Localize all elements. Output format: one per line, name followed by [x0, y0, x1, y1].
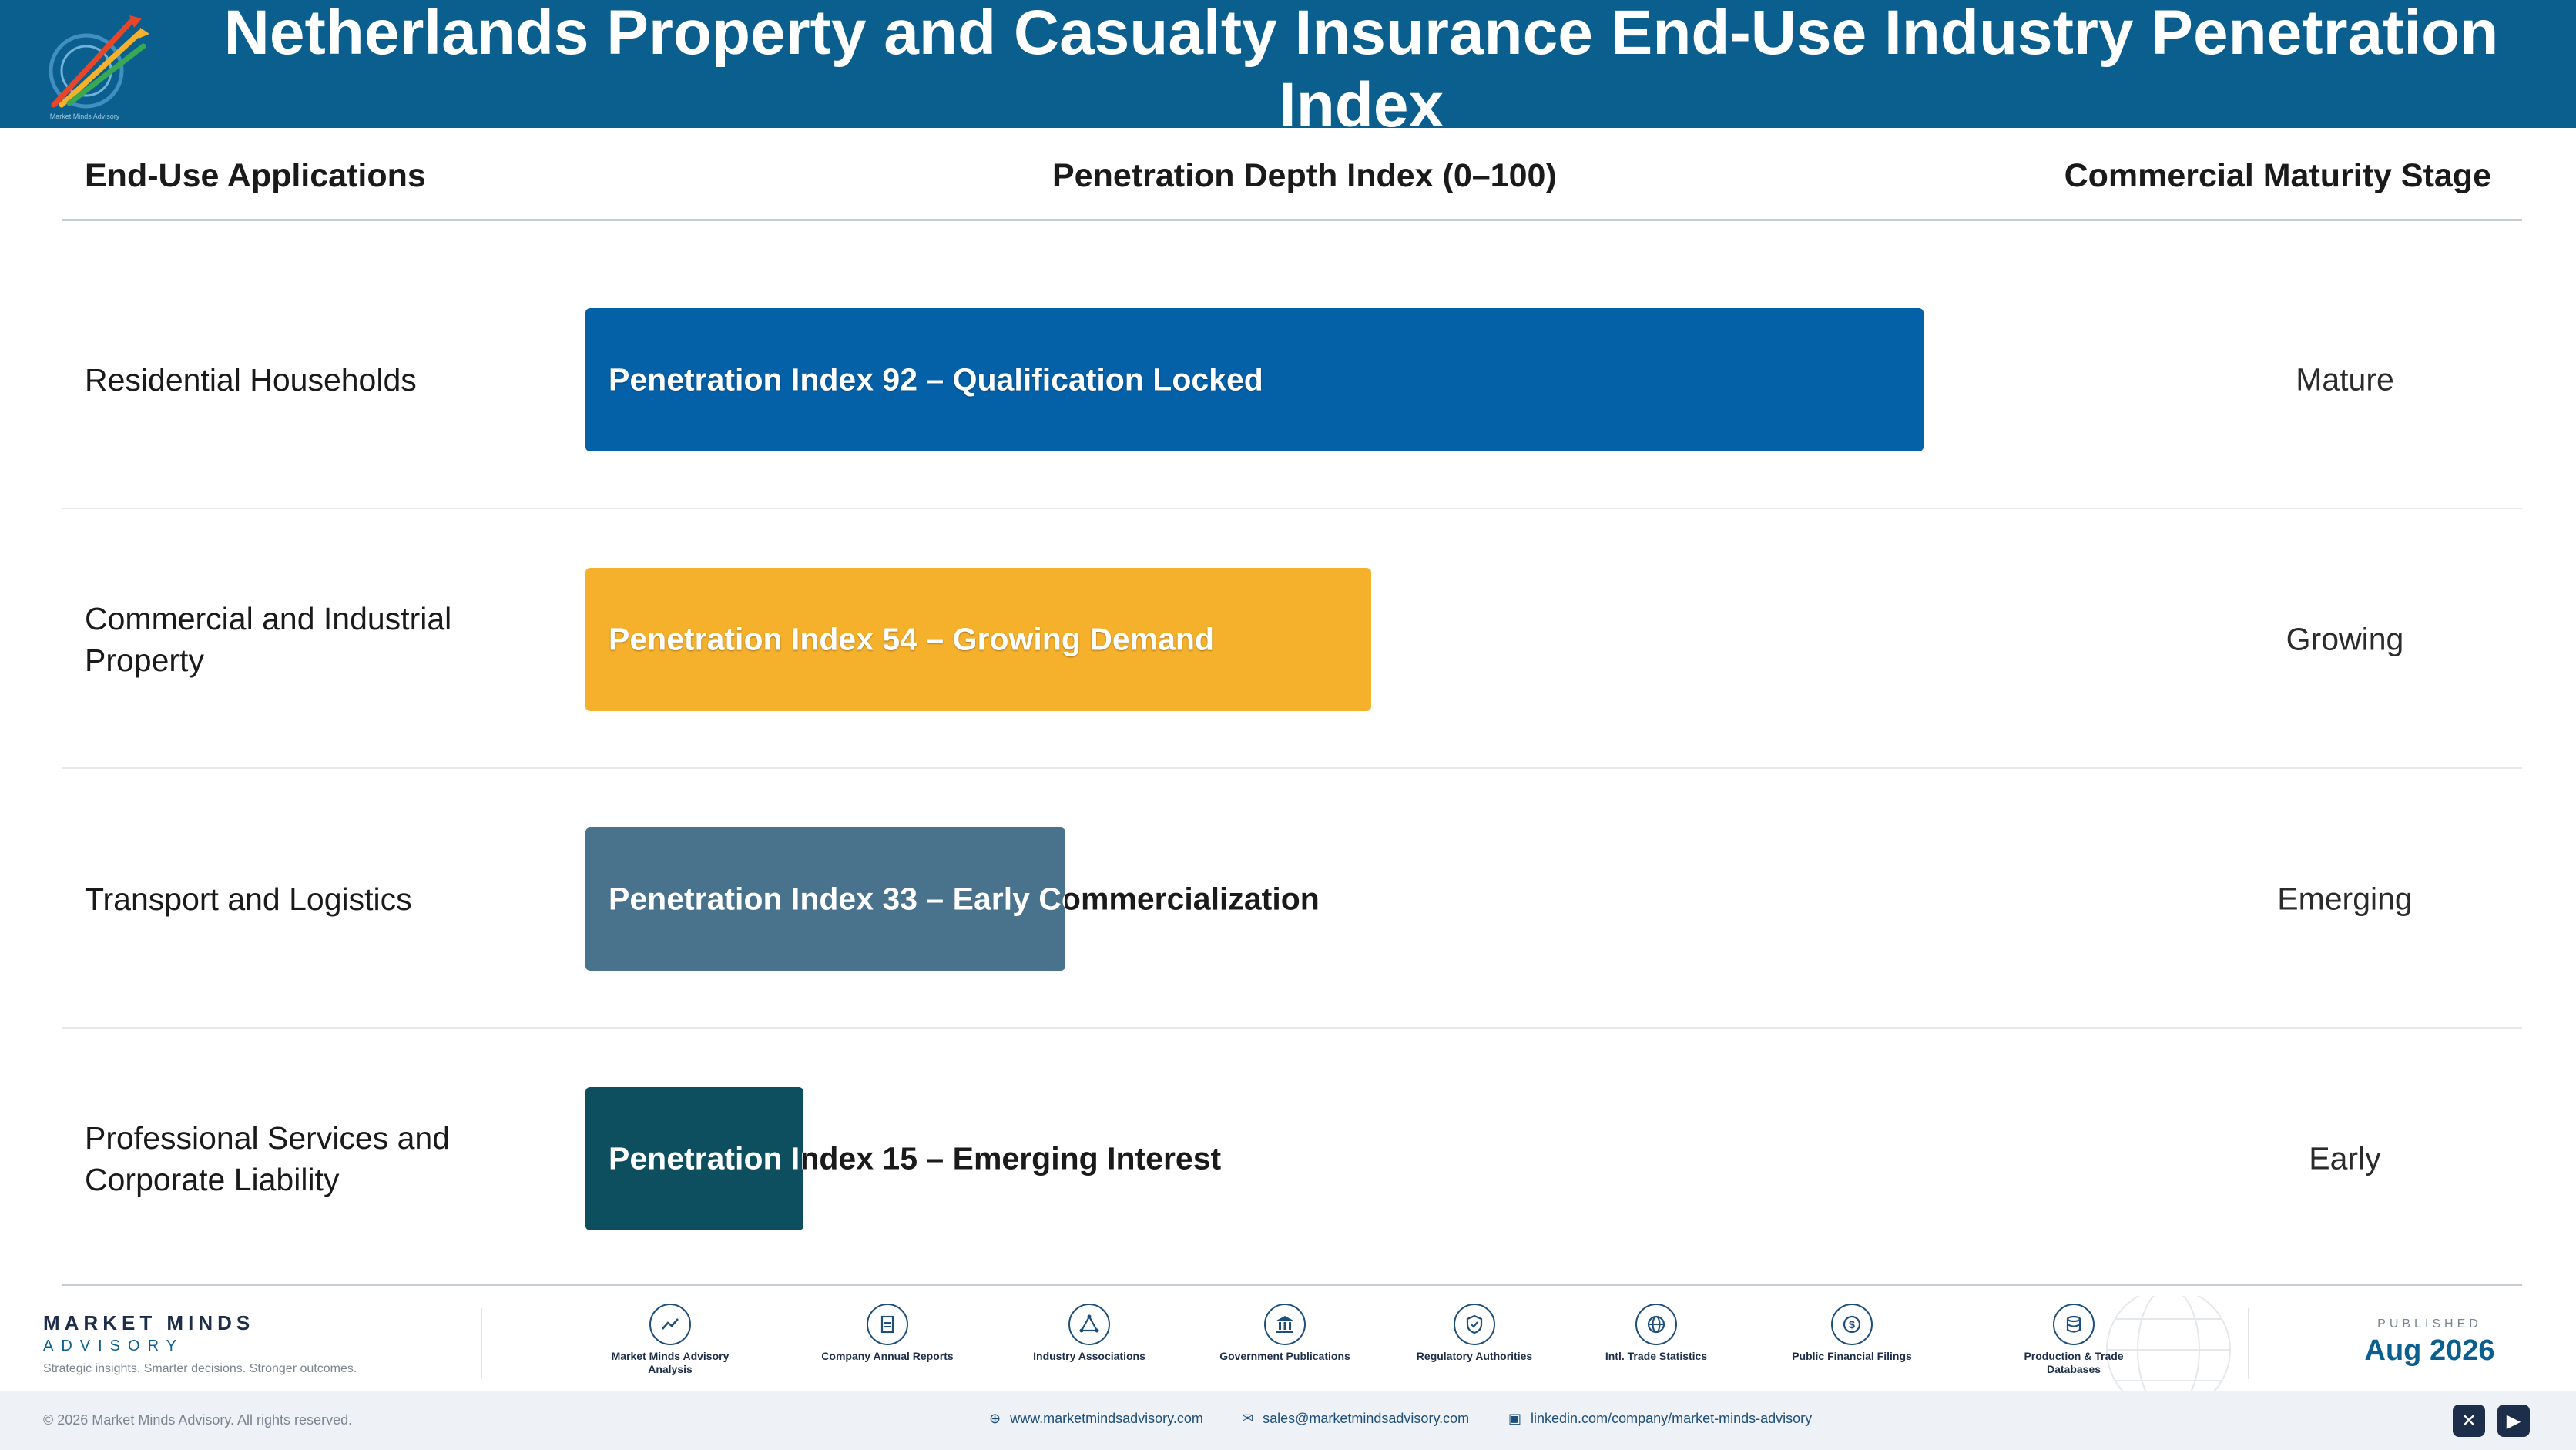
source-item: $ Public Financial Filings	[1775, 1304, 1929, 1363]
brand-subtitle: ADVISORY	[43, 1338, 184, 1354]
published-label: PUBLISHED	[2377, 1317, 2482, 1331]
page-header: Market Minds Advisory Netherlands Proper…	[0, 0, 2576, 140]
column-header-stage: Commercial Maturity Stage	[2064, 157, 2491, 194]
globe-icon: ⊕	[989, 1411, 1001, 1426]
footer-separator	[481, 1308, 482, 1379]
brand-tagline: Strategic insights. Smarter decisions. S…	[43, 1362, 357, 1375]
application-label: Residential Households	[85, 361, 417, 398]
svg-text:Market Minds Advisory: Market Minds Advisory	[50, 112, 120, 120]
row-divider	[62, 1027, 2522, 1029]
linkedin-icon: ▣	[1508, 1411, 1522, 1426]
source-item: Intl. Trade Statistics	[1579, 1304, 1733, 1363]
table-row: Residential Households Penetration Index…	[62, 250, 2522, 509]
chart-line-icon	[649, 1304, 691, 1345]
table-row: Commercial and Industrial Property Penet…	[62, 509, 2522, 769]
shield-check-icon	[1454, 1304, 1495, 1345]
maturity-stage: Mature	[2296, 361, 2394, 397]
source-label: Production & Trade Databases	[2024, 1350, 2124, 1375]
bar-label: Penetration Index 92 – Qualification Loc…	[609, 361, 1263, 397]
document-icon	[867, 1304, 908, 1345]
bar-label: Penetration Index 15 – Emerging Interest	[609, 1140, 1222, 1176]
row-divider	[62, 767, 2522, 769]
source-item: Production & Trade Databases	[1997, 1304, 2151, 1376]
linkedin-link[interactable]: ▣ linkedin.com/company/market-minds-advi…	[1508, 1411, 1812, 1427]
copyright-text: © 2026 Market Minds Advisory. All rights…	[43, 1412, 353, 1428]
source-item: Government Publications	[1208, 1304, 1362, 1363]
mail-icon: ✉	[1242, 1411, 1254, 1426]
maturity-stage: Early	[2309, 1140, 2381, 1176]
source-item: Company Annual Reports	[810, 1304, 964, 1363]
source-label: Industry Associations	[1033, 1350, 1145, 1362]
maturity-stage: Growing	[2286, 621, 2404, 656]
source-label: Public Financial Filings	[1792, 1350, 1912, 1362]
column-header-depth: Penetration Depth Index (0–100)	[1052, 157, 1557, 194]
brand-name: MARKET MINDS	[43, 1311, 255, 1334]
bar-label: Penetration Index 33 – Early Commerciali…	[609, 881, 1320, 916]
source-label: Intl. Trade Statistics	[1605, 1350, 1708, 1362]
globe-icon	[1635, 1304, 1677, 1345]
website-text[interactable]: www.marketmindsadvisory.com	[1010, 1411, 1203, 1426]
source-item: Industry Associations	[1012, 1304, 1166, 1363]
footer: MARKET MINDS ADVISORY Strategic insights…	[0, 1294, 2576, 1392]
x-social-icon[interactable]: ✕	[2453, 1405, 2485, 1437]
row-divider	[62, 508, 2522, 509]
dollar-coin-icon: $	[1831, 1304, 1873, 1345]
bottom-bar: © 2026 Market Minds Advisory. All rights…	[0, 1391, 2576, 1450]
source-label: Regulatory Authorities	[1416, 1350, 1533, 1362]
table-row: Transport and Logistics Penetration Inde…	[62, 769, 2522, 1029]
website-link[interactable]: ⊕ www.marketmindsadvisory.com	[989, 1411, 1203, 1427]
table-row: Professional Services and Corporate Liab…	[62, 1029, 2522, 1288]
source-label: Market Minds Advisory Analysis	[611, 1350, 730, 1375]
application-label: Transport and Logistics	[85, 881, 412, 917]
penetration-bar	[585, 1086, 803, 1230]
linkedin-text[interactable]: linkedin.com/company/market-minds-adviso…	[1531, 1411, 1813, 1426]
column-header-applications: End-Use Applications	[85, 157, 426, 194]
page-title: Netherlands Property and Casualty Insura…	[223, 0, 2499, 140]
header-divider	[62, 219, 2522, 221]
published-date: Aug 2026	[2364, 1334, 2495, 1367]
source-item: Regulatory Authorities	[1397, 1304, 1551, 1363]
network-icon	[1068, 1304, 1110, 1345]
penetration-bar	[585, 827, 1065, 971]
application-label: Commercial and Industrial Property	[85, 600, 452, 678]
svg-text:$: $	[1849, 1318, 1855, 1331]
source-label: Company Annual Reports	[821, 1350, 954, 1362]
maturity-stage: Emerging	[2277, 881, 2413, 916]
penetration-bar	[585, 307, 1924, 451]
email-link[interactable]: ✉ sales@marketmindsadvisory.com	[1242, 1411, 1469, 1427]
penetration-bar	[585, 567, 1371, 711]
footer-divider	[62, 1284, 2522, 1286]
globe-watermark-icon	[2106, 1296, 2231, 1392]
bar-label: Penetration Index 54 – Growing Demand	[609, 621, 1215, 656]
government-building-icon	[1264, 1304, 1306, 1345]
company-logo-icon: Market Minds Advisory	[49, 15, 149, 120]
source-item: Market Minds Advisory Analysis	[593, 1304, 747, 1376]
footer-separator	[2248, 1308, 2249, 1379]
source-label: Government Publications	[1219, 1350, 1350, 1362]
youtube-social-icon[interactable]: ▶	[2497, 1405, 2530, 1437]
email-text[interactable]: sales@marketmindsadvisory.com	[1263, 1411, 1470, 1426]
application-label: Professional Services and Corporate Liab…	[85, 1119, 451, 1197]
database-icon	[2053, 1304, 2095, 1345]
